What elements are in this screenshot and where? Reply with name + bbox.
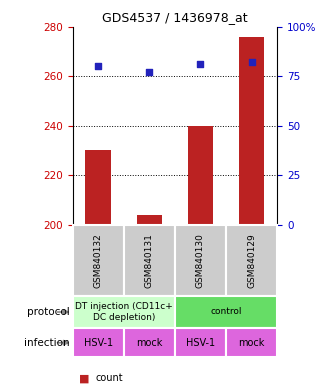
Text: count: count [96, 373, 123, 383]
Bar [85, 151, 111, 225]
Title: GDS4537 / 1436978_at: GDS4537 / 1436978_at [102, 11, 248, 24]
Point [198, 61, 203, 68]
Bar [175, 225, 226, 296]
Text: HSV-1: HSV-1 [186, 338, 215, 348]
Text: GSM840131: GSM840131 [145, 233, 154, 288]
Text: GSM840132: GSM840132 [94, 233, 103, 288]
Bar [226, 225, 277, 296]
Bar [124, 328, 175, 357]
Text: infection: infection [24, 338, 69, 348]
Bar [73, 328, 124, 357]
Bar [239, 37, 264, 225]
Point [147, 69, 152, 75]
Text: HSV-1: HSV-1 [83, 338, 113, 348]
Bar [226, 328, 277, 357]
Bar [175, 296, 277, 328]
Bar [73, 225, 124, 296]
Text: mock: mock [239, 338, 265, 348]
Text: mock: mock [136, 338, 162, 348]
Bar [175, 328, 226, 357]
Text: DT injection (CD11c+
DC depletion): DT injection (CD11c+ DC depletion) [75, 302, 173, 322]
Bar [188, 126, 213, 225]
Text: ■: ■ [79, 373, 90, 383]
Text: control: control [210, 308, 242, 316]
Point [96, 63, 101, 70]
Point [249, 60, 254, 66]
Bar [124, 225, 175, 296]
Text: GSM840130: GSM840130 [196, 233, 205, 288]
Text: GSM840129: GSM840129 [247, 233, 256, 288]
Text: protocol: protocol [26, 307, 69, 317]
Bar [73, 296, 175, 328]
Bar [137, 215, 162, 225]
